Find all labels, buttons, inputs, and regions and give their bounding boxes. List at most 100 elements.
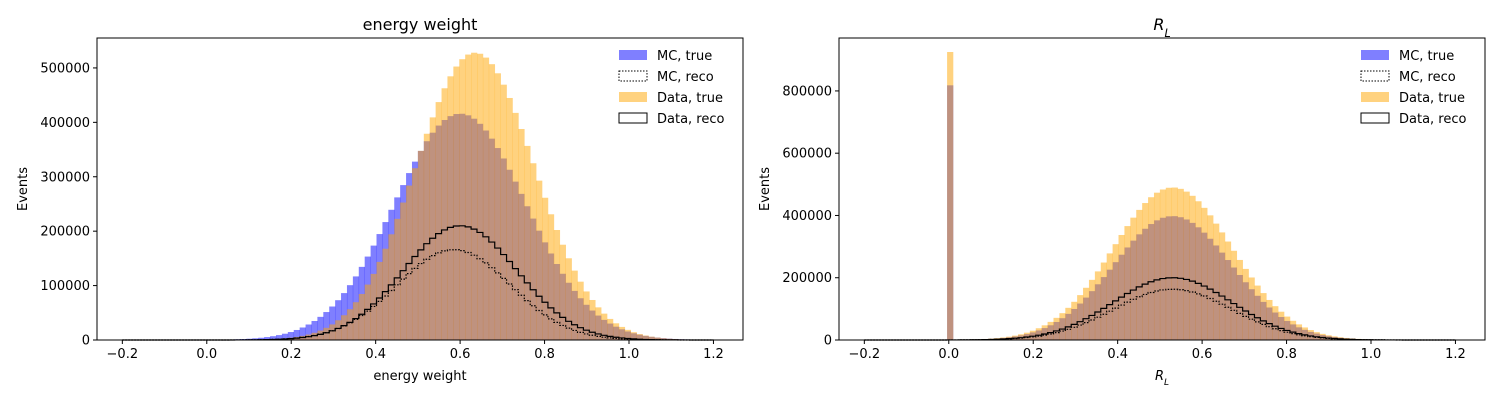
histogram-bar [1260, 293, 1267, 340]
legend-label: MC, true [1399, 49, 1454, 64]
histogram-bar [1236, 259, 1243, 340]
histogram-bar [571, 270, 578, 340]
series-data-true [222, 52, 714, 341]
x-tick-label: 0.8 [1276, 347, 1297, 362]
histogram-bar [624, 329, 631, 340]
histogram-bar [583, 291, 590, 340]
histogram-bar [258, 337, 265, 340]
histogram-bar [660, 338, 667, 340]
histogram-bar [1106, 253, 1113, 340]
histogram-bar [1242, 268, 1249, 340]
histogram-bar [435, 102, 442, 340]
histogram-bar [1153, 192, 1161, 340]
histogram-bar [1272, 306, 1279, 340]
y-tick-label: 200000 [40, 225, 90, 240]
histogram-bar [1307, 330, 1314, 340]
histogram-bar [477, 53, 484, 341]
histogram-bar [1201, 207, 1208, 340]
histogram-bar [335, 320, 342, 340]
histogram-bar [1035, 328, 1042, 340]
legend-label: Data, reco [657, 112, 725, 127]
histogram-bar [1289, 320, 1297, 340]
histogram-bar [453, 66, 460, 341]
histogram-bar [1195, 201, 1202, 340]
histogram-bar [323, 312, 330, 340]
x-tick-label: 1.0 [619, 347, 640, 362]
y-tick-label: 500000 [40, 61, 90, 76]
histogram-bar [1023, 332, 1031, 340]
histogram-bar [1189, 195, 1196, 340]
histogram-bar [1254, 285, 1261, 340]
histogram-bar [311, 332, 318, 340]
histogram-bar [276, 335, 283, 340]
histogram-bar [565, 258, 572, 340]
histogram-bar [1088, 279, 1096, 340]
histogram-bar [376, 261, 383, 340]
histogram-bar [947, 52, 954, 340]
chart-title: energy weight [363, 15, 478, 34]
histogram-bar [1136, 209, 1143, 340]
y-axis-label: Events [16, 167, 31, 211]
histogram-bar [270, 336, 277, 340]
histogram-bar [1248, 277, 1255, 340]
x-tick-label: 1.0 [1361, 347, 1382, 362]
histogram-bar [1094, 271, 1102, 340]
histogram-bar [524, 145, 531, 340]
histogram-bar [264, 337, 271, 340]
legend-swatch [619, 50, 647, 60]
histogram-bar [1159, 189, 1167, 340]
histogram-bar [612, 323, 620, 340]
x-axis-label: RL [1155, 369, 1169, 388]
histogram-bar [394, 218, 401, 340]
x-tick-label: 0.6 [450, 347, 471, 362]
histogram-bar [1047, 321, 1054, 340]
x-tick-label: 0.6 [1192, 347, 1213, 362]
histogram-bar [1071, 301, 1078, 340]
histogram-bar [441, 88, 448, 341]
histogram-bar [358, 294, 365, 340]
histogram-bar [1165, 187, 1173, 340]
x-tick-label: 0.0 [196, 347, 217, 362]
histogram-bar [488, 64, 496, 341]
legend-label: MC, reco [1399, 70, 1456, 85]
histogram-bar [459, 59, 466, 340]
histogram-bar [512, 112, 519, 340]
legend-label: Data, reco [1399, 112, 1467, 127]
x-tick-label: −0.2 [107, 347, 139, 362]
y-tick-label: 100000 [40, 279, 90, 294]
histogram-bar [287, 332, 295, 340]
histogram-bar [1171, 187, 1178, 340]
chart-panel-1: −0.2 0.0 0.2 0.4 0.6 0.8 1.0 1.2 0 100000 200000 30… [16, 15, 744, 384]
histogram-bar [382, 248, 389, 340]
histogram-bar [471, 52, 478, 341]
x-tick-label: 0.2 [1023, 347, 1044, 362]
histogram-bar [1284, 316, 1291, 340]
histogram-bar [417, 150, 425, 340]
histogram-bar [1077, 295, 1084, 340]
histogram-bar [559, 244, 566, 340]
histogram-bar [1112, 244, 1119, 340]
histogram-bar [518, 128, 525, 340]
legend-label: MC, true [657, 49, 712, 64]
histogram-bar [370, 273, 377, 340]
histogram-bar [429, 117, 436, 340]
x-tick-label: −0.2 [849, 347, 881, 362]
histogram-bar [506, 97, 513, 341]
legend: MC, true MC, reco Data, true Data, reco [1360, 49, 1467, 127]
axes-frame [96, 37, 744, 341]
histogram-bar [329, 306, 336, 340]
histogram-bar [1130, 217, 1137, 340]
histogram-bar [530, 163, 537, 340]
histogram-bar [346, 309, 354, 340]
histogram-bar [482, 57, 490, 341]
histogram-bar [1065, 307, 1072, 340]
histogram-bar [335, 300, 342, 340]
histogram-bar [1278, 311, 1285, 340]
histogram-bar [1124, 226, 1131, 340]
histogram-bar [1177, 188, 1184, 340]
histogram-bar [547, 214, 555, 340]
x-tick-label: 1.2 [1445, 347, 1466, 362]
histogram-bar [1100, 262, 1107, 340]
histogram-bar [1041, 325, 1048, 340]
